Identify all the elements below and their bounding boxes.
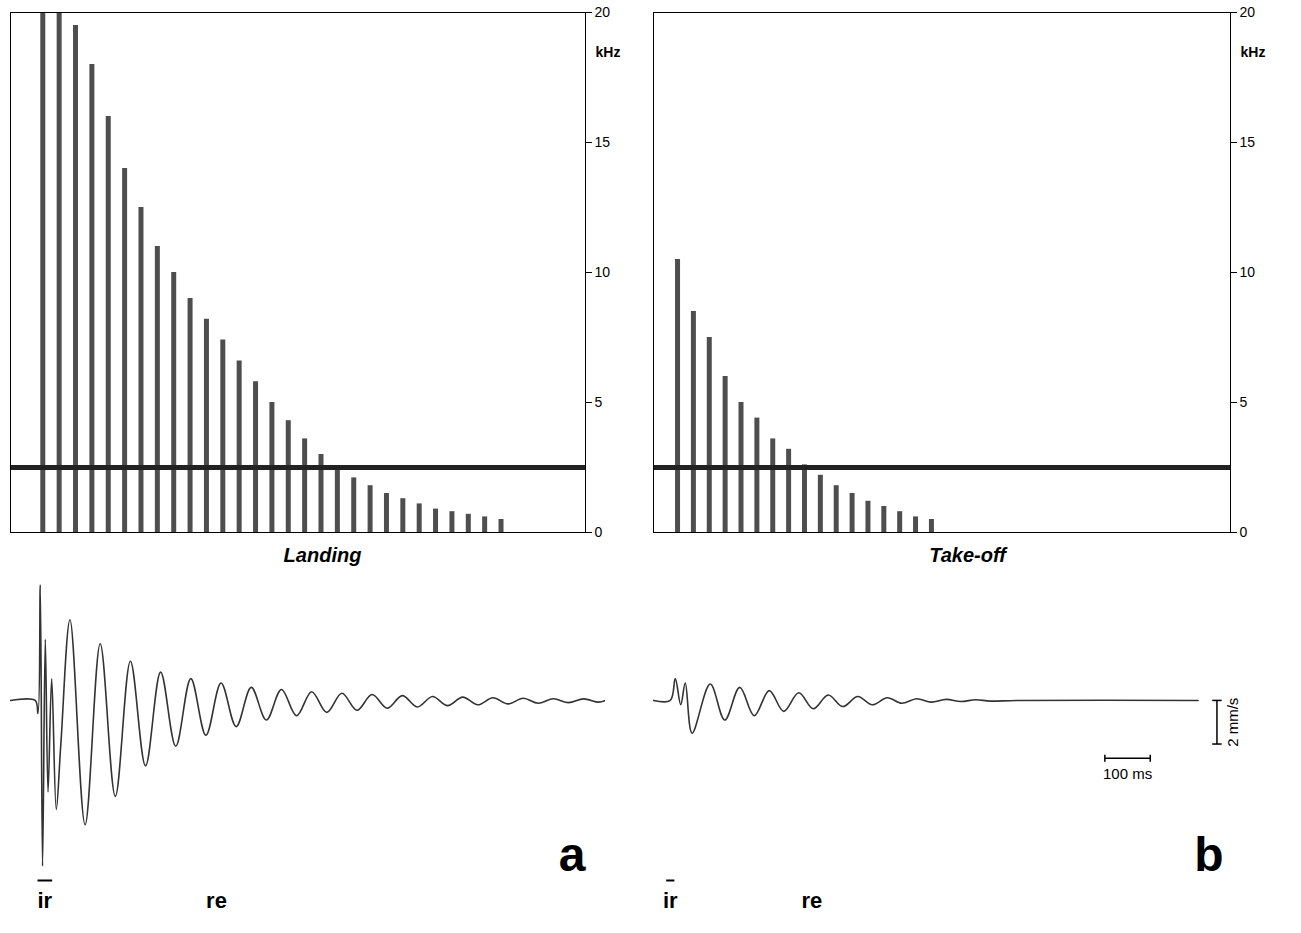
svg-text:re: re [206, 888, 227, 913]
svg-text:100 ms: 100 ms [1103, 765, 1152, 782]
svg-text:5: 5 [1240, 394, 1248, 410]
svg-text:re: re [801, 888, 822, 913]
svg-text:15: 15 [595, 134, 611, 150]
svg-text:20: 20 [595, 4, 611, 20]
svg-text:a: a [559, 828, 586, 881]
svg-text:20: 20 [1240, 4, 1256, 20]
html-text:Landing: Landing [283, 544, 362, 566]
svg-text:15: 15 [1240, 134, 1256, 150]
svg-text:5: 5 [595, 394, 603, 410]
svg-text:ir: ir [663, 888, 678, 913]
svg-text:0: 0 [1240, 524, 1248, 540]
svg-text:2 mm/s: 2 mm/s [1224, 698, 1241, 747]
svg-text:0: 0 [595, 524, 603, 540]
svg-text:10: 10 [1240, 264, 1256, 280]
svg-text:kHz: kHz [596, 44, 621, 60]
svg-text:kHz: kHz [1241, 44, 1266, 60]
svg-text:10: 10 [595, 264, 611, 280]
html-text:Take-off: Take-off [929, 544, 1006, 566]
svg-text:ir: ir [37, 888, 52, 913]
svg-text:b: b [1194, 828, 1223, 881]
